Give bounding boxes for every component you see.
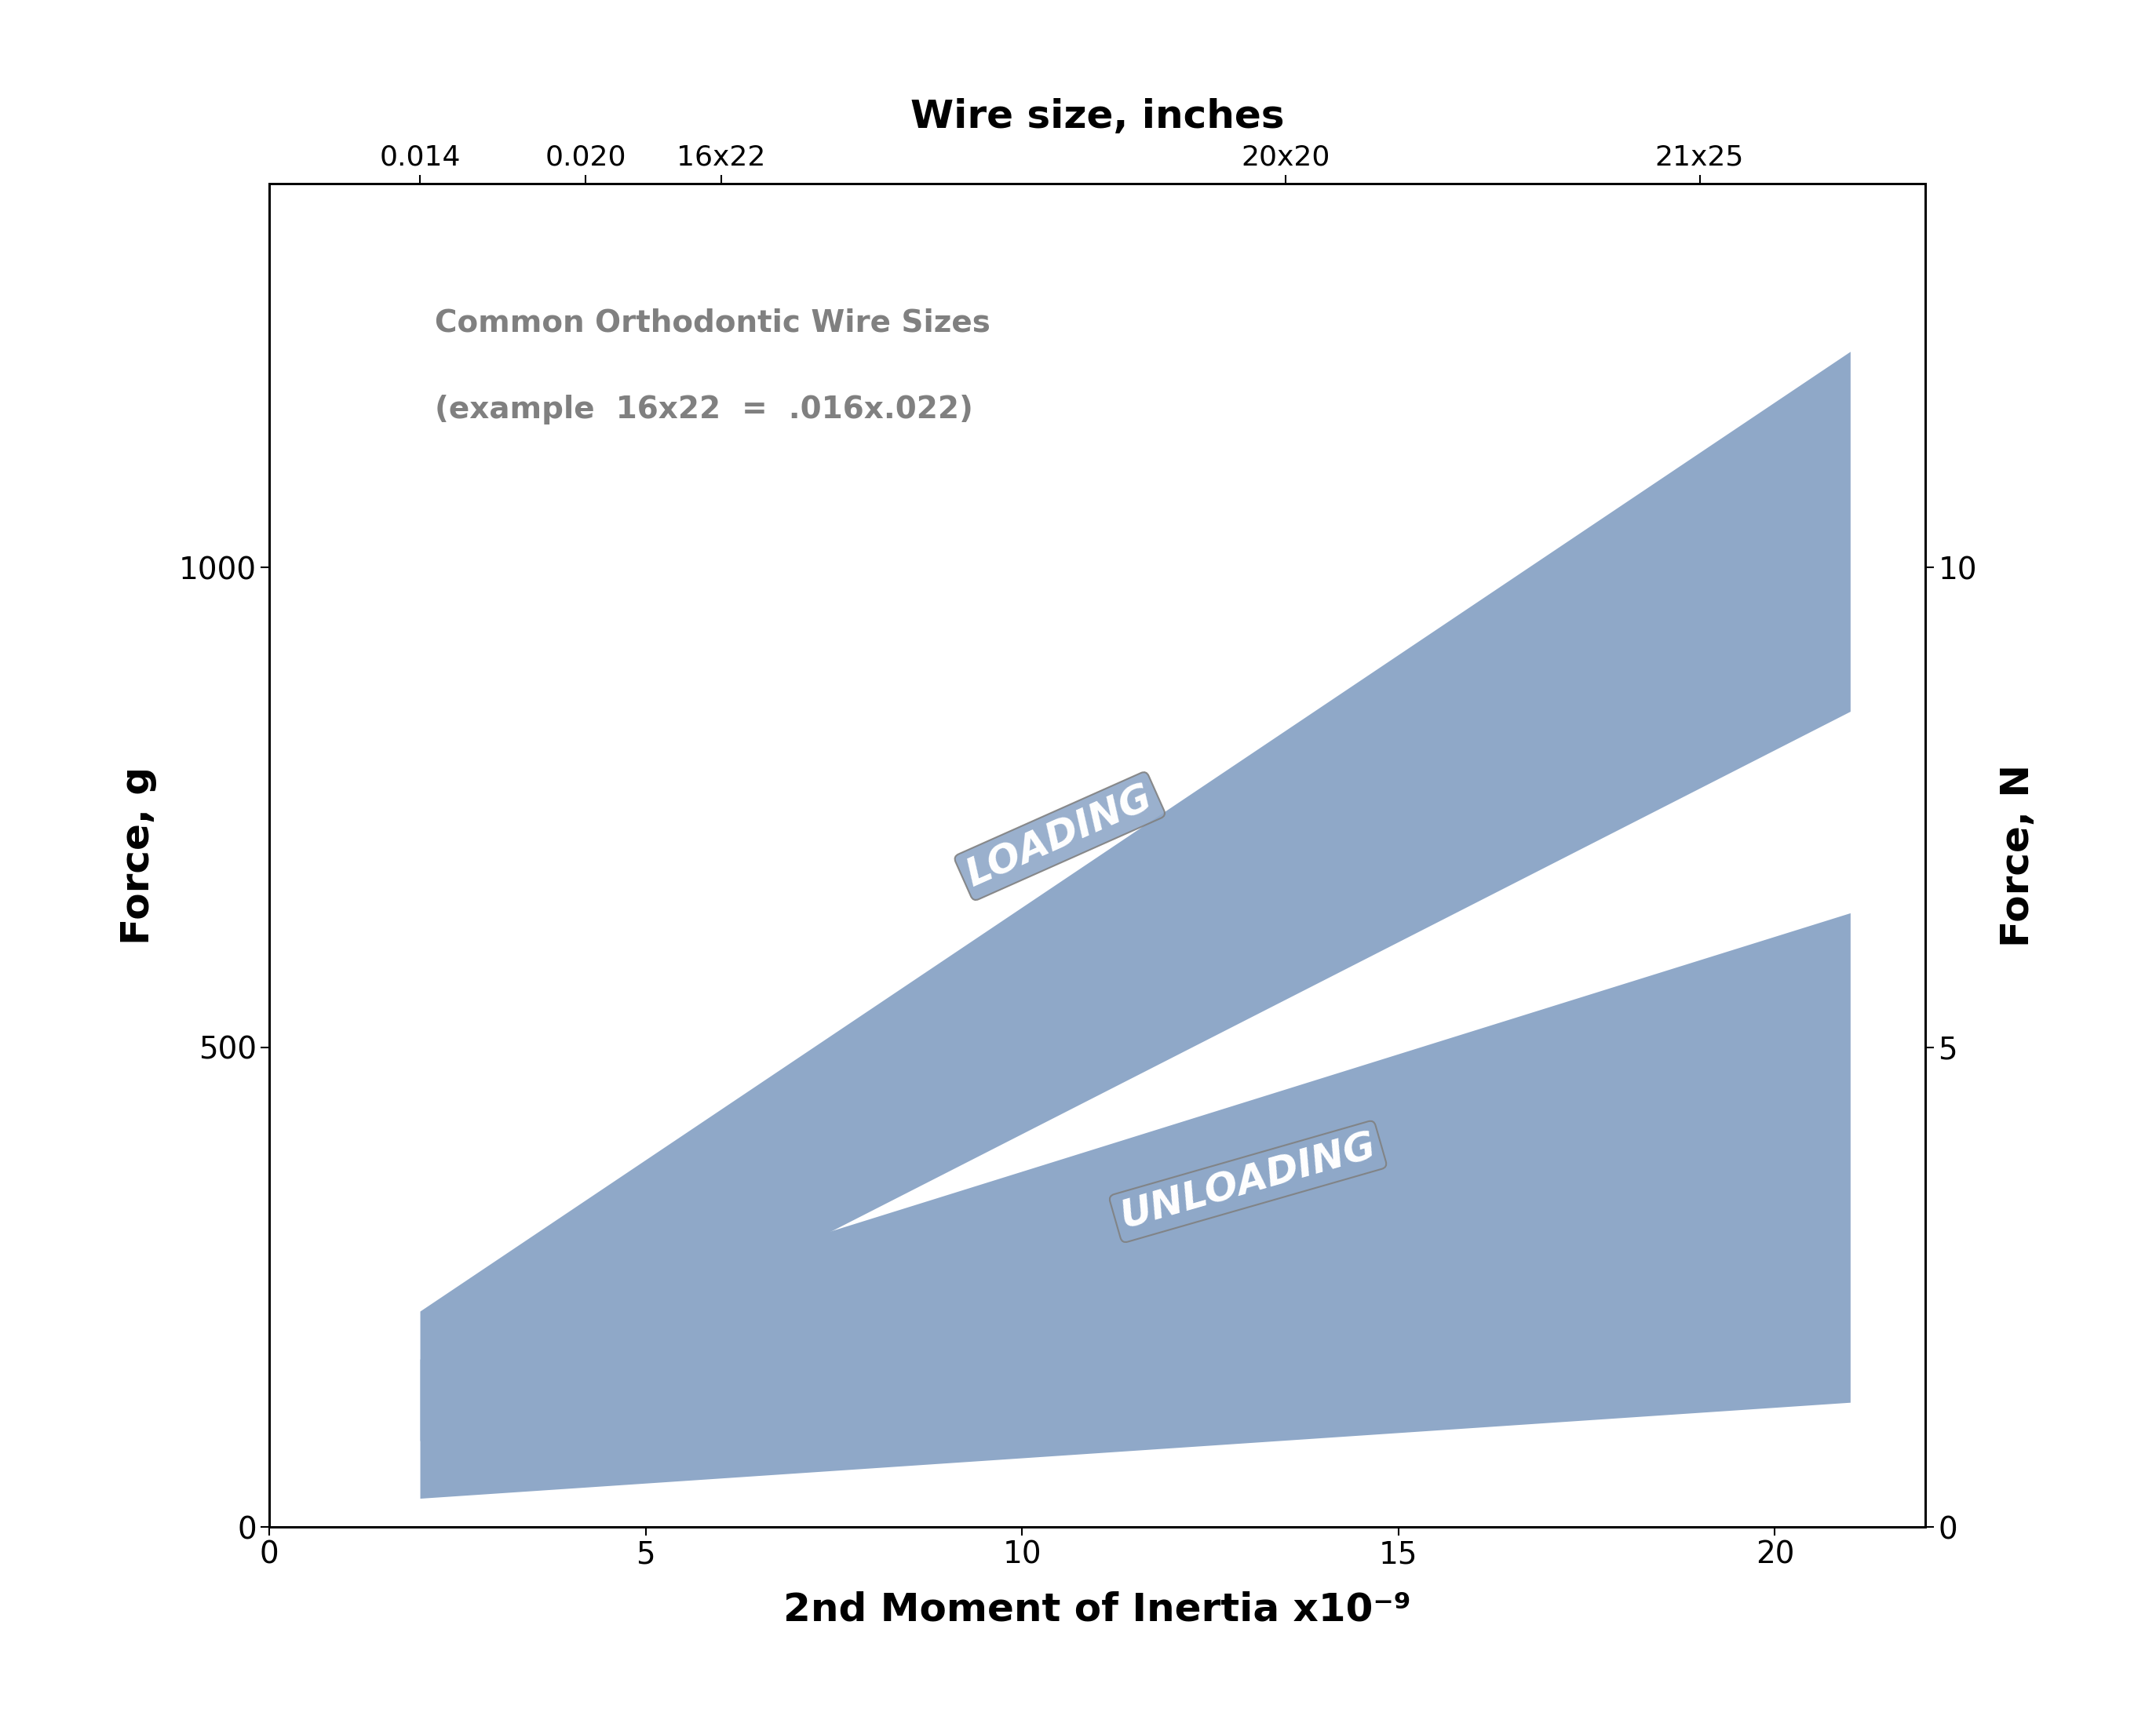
Text: Common Orthodontic Wire Sizes: Common Orthodontic Wire Sizes	[436, 307, 990, 338]
X-axis label: Wire size, inches: Wire size, inches	[910, 98, 1285, 136]
Text: UNLOADING: UNLOADING	[1115, 1128, 1380, 1237]
Text: (example  16x22  =  .016x.022): (example 16x22 = .016x.022)	[436, 395, 972, 425]
Text: LOADING: LOADING	[962, 779, 1158, 895]
Y-axis label: Force, g: Force, g	[119, 767, 157, 945]
Y-axis label: Force, N: Force, N	[1999, 763, 2037, 946]
X-axis label: 2nd Moment of Inertia x10⁻⁹: 2nd Moment of Inertia x10⁻⁹	[783, 1591, 1412, 1629]
